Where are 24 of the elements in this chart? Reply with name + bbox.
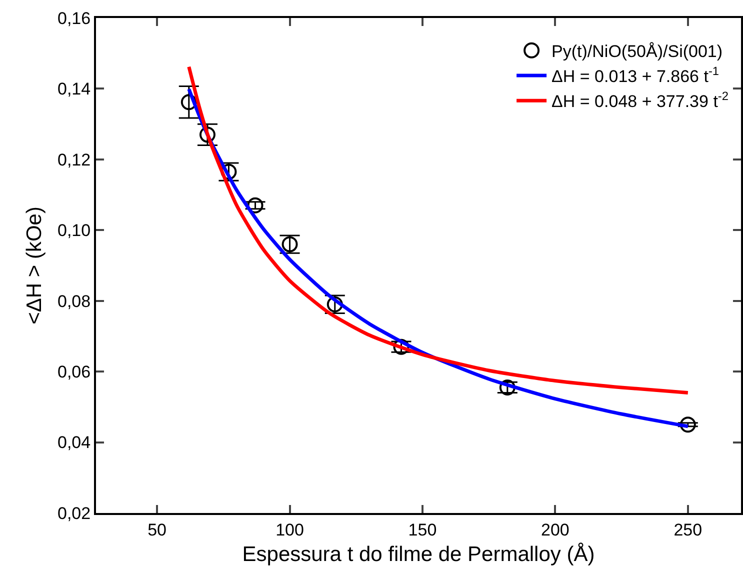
y-axis-title: <ΔH > (kOe) (23, 206, 46, 324)
y-tick-label: 0,10 (58, 221, 91, 240)
x-tick-label: 150 (408, 520, 437, 540)
point (393, 338, 410, 355)
y-tick-label: 0,02 (58, 504, 91, 523)
legend-label: ΔH = 0.048 + 377.39 t$^{-2}$ (552, 89, 729, 112)
point (199, 126, 216, 143)
x-tick-label: 200 (541, 520, 570, 540)
x-tick-label: 100 (276, 520, 304, 540)
y-tick-label: 0,04 (58, 433, 91, 452)
x-tick-label: 50 (148, 520, 167, 540)
point (247, 197, 264, 214)
point (180, 94, 197, 110)
x-axis-title: Espessura t do filme de Permalloy (Å) (242, 542, 595, 566)
legend-label: ΔH = 0.013 + 7.866 t$^{-1}$ (552, 64, 720, 86)
x-tick-label: 250 (674, 520, 702, 540)
legend-label: Py(t)/NiO(50Å)/Si(001) (552, 42, 723, 62)
y-tick-label: 0,16 (58, 8, 91, 28)
point (499, 379, 516, 396)
point (680, 416, 696, 433)
y-tick-label: 0,08 (58, 292, 91, 311)
y-tick-label: 0,14 (58, 80, 91, 99)
y-tick-label: 0,06 (58, 362, 91, 382)
y-tick-label: 0,12 (58, 150, 91, 170)
